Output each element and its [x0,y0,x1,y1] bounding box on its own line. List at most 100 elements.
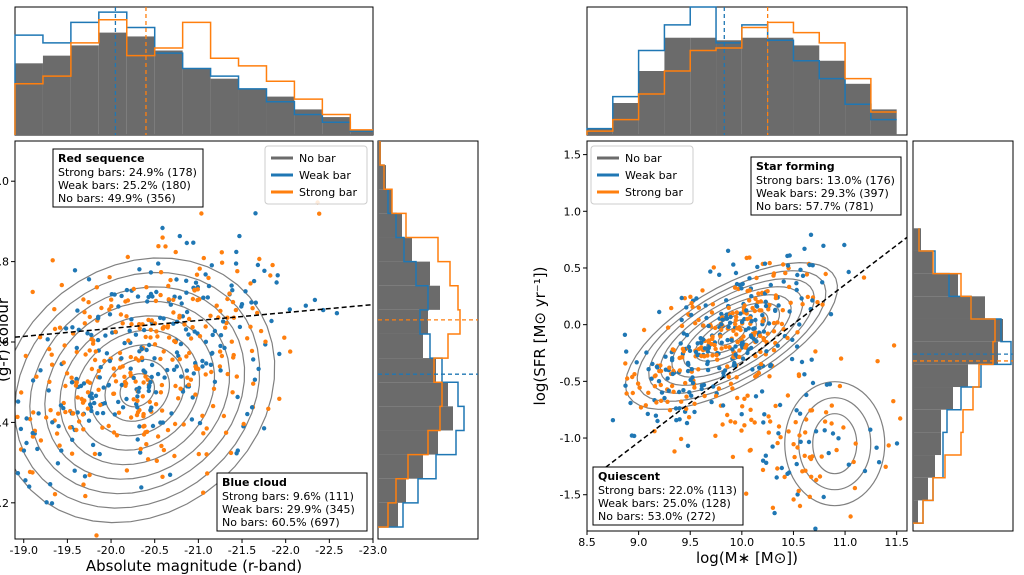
scatter-point [725,364,730,369]
scatter-point [180,389,186,394]
scatter-point [184,240,189,246]
scatter-point [753,317,758,323]
scatter-point [188,336,194,341]
scatter-point [779,465,784,471]
scatter-point [174,350,180,355]
legend-label: No bar [625,152,662,165]
scatter-point [136,358,141,363]
scatter-point [136,389,141,394]
scatter-point [688,377,693,383]
scatter-point [186,316,192,322]
scatter-point [813,349,818,354]
scatter-point [735,339,740,344]
scatter-point [93,349,99,354]
scatter-point [806,439,812,445]
scatter-point [834,447,839,453]
scatter-point [114,433,120,438]
scatter-point [63,383,68,389]
scatter-point [771,329,777,334]
scatter-point [734,332,739,337]
scatter-point [112,412,118,417]
scatter-point [749,417,754,422]
scatter-point [745,350,750,356]
scatter-point [206,283,212,289]
scatter-point [141,327,147,333]
scatter-point [758,299,764,304]
scatter-point [681,331,686,336]
scatter-point [783,270,788,276]
scatter-point [171,310,176,315]
scatter-point [771,273,776,278]
scatter-point [610,418,616,423]
scatter-point [190,395,195,400]
scatter-point [803,430,808,435]
scatter-point [245,411,250,417]
scatter-point [204,361,209,366]
scatter-point [681,388,686,393]
scatter-point [669,383,675,389]
scatter-point [89,332,94,338]
side-hist-bar [378,165,386,190]
scatter-point [52,492,58,497]
scatter-point [133,332,139,337]
scatter-point [47,379,52,384]
scatter-point [182,322,187,327]
scatter-point [728,314,733,320]
x-tick-label: -21.5 [228,544,256,557]
scatter-point [154,458,159,463]
scatter-point [150,294,155,299]
top-hist-bar [819,60,846,136]
contour-line [59,315,216,466]
scatter-point [685,443,691,448]
scatter-point [773,403,778,409]
contour-line [89,344,185,437]
scatter-point [747,298,752,303]
scatter-point [690,304,695,310]
scatter-point [111,391,116,396]
scatter-point [747,276,752,281]
scatter-point [30,289,35,295]
scatter-point [70,325,75,330]
scatter-point [810,454,815,459]
scatter-point [231,355,236,360]
scatter-point [656,379,662,384]
scatter-point [30,434,36,439]
scatter-point [253,300,258,305]
scatter-point [235,394,240,400]
scatter-point [140,394,145,399]
scatter-point [179,374,184,379]
scatter-point [139,346,145,352]
scatter-point [99,305,104,311]
scatter-point [228,450,234,456]
scatter-point [187,350,192,356]
scatter-point [103,333,108,338]
scatter-point [94,533,99,538]
scatter-point [678,341,683,346]
scatter-point [27,484,32,489]
x-tick-label: -23.0 [359,544,387,557]
scatter-point [688,294,693,299]
annotation-title: Star forming [756,160,835,173]
scatter-point [203,324,208,329]
scatter-point [719,327,724,332]
scatter-point [138,450,143,455]
scatter-point [45,337,50,342]
scatter-point [728,381,734,386]
scatter-point [86,277,92,282]
scatter-point [86,418,92,423]
scatter-point [822,428,827,433]
scatter-point [174,364,179,369]
scatter-point [712,342,717,348]
top-hist-bar [845,83,871,135]
top-hist-bar [350,131,373,135]
scatter-point [243,289,248,294]
scatter-point [654,364,660,369]
scatter-point [732,363,738,368]
scatter-point [752,326,757,331]
legend-label: Strong bar [299,186,357,199]
scatter-point [117,365,123,370]
x-tick-label: 9.0 [630,536,648,549]
top-hist-bar [741,37,768,135]
scatter-point [745,393,750,398]
